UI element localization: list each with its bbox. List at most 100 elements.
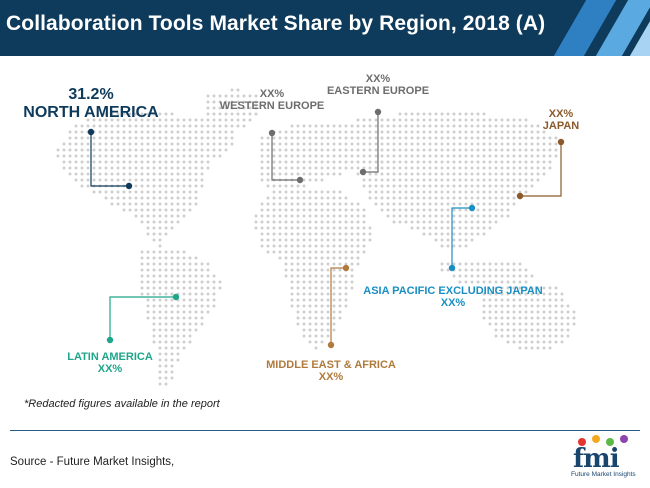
map-dot (116, 160, 120, 164)
map-dot (410, 154, 414, 158)
map-dot (368, 160, 372, 164)
map-dot (518, 322, 522, 326)
map-dot (506, 298, 510, 302)
map-dot (212, 280, 216, 284)
map-dot (416, 142, 420, 146)
map-dot (500, 124, 504, 128)
map-dot (530, 340, 534, 344)
map-dot (314, 310, 318, 314)
map-dot (224, 124, 228, 128)
map-dot (158, 166, 162, 170)
map-dot (146, 292, 150, 296)
map-dot (110, 166, 114, 170)
map-dot (116, 142, 120, 146)
map-dot (320, 316, 324, 320)
map-dot (464, 268, 468, 272)
map-dot (392, 118, 396, 122)
map-dot (200, 298, 204, 302)
map-dot (488, 310, 492, 314)
map-dot (524, 274, 528, 278)
map-dot (182, 346, 186, 350)
map-dot (506, 118, 510, 122)
map-dot (542, 148, 546, 152)
map-dot (332, 166, 336, 170)
map-dot (116, 202, 120, 206)
map-dot (524, 328, 528, 332)
map-dot (464, 148, 468, 152)
map-dot (458, 196, 462, 200)
map-dot (248, 112, 252, 116)
map-dot (140, 262, 144, 266)
map-dot (290, 256, 294, 260)
map-dot (350, 238, 354, 242)
map-dot (434, 196, 438, 200)
map-dot (374, 166, 378, 170)
region-name: ASIA PACIFIC EXCLUDING JAPAN (363, 285, 543, 297)
map-dot (572, 322, 576, 326)
map-dot (368, 130, 372, 134)
map-dot (182, 202, 186, 206)
map-dot (440, 214, 444, 218)
map-dot (140, 112, 144, 116)
region-name: JAPAN (542, 120, 580, 132)
map-dot (158, 322, 162, 326)
map-dot (536, 142, 540, 146)
map-dot (380, 118, 384, 122)
map-dot (512, 292, 516, 296)
map-dot (518, 154, 522, 158)
map-dot (164, 166, 168, 170)
map-dot (344, 202, 348, 206)
map-dot (188, 328, 192, 332)
map-dot (290, 148, 294, 152)
map-dot (500, 322, 504, 326)
map-dot (452, 184, 456, 188)
map-dot (158, 154, 162, 158)
map-dot (434, 190, 438, 194)
map-dot (158, 118, 162, 122)
map-dot (200, 292, 204, 296)
map-dot (134, 166, 138, 170)
map-dot (314, 256, 318, 260)
map-dot (530, 160, 534, 164)
map-dot (374, 136, 378, 140)
map-dot (134, 214, 138, 218)
map-dot (434, 154, 438, 158)
map-dot (482, 184, 486, 188)
map-dot (518, 262, 522, 266)
map-dot (242, 94, 246, 98)
map-dot (530, 148, 534, 152)
map-dot (326, 130, 330, 134)
map-dot (134, 136, 138, 140)
map-dot (92, 172, 96, 176)
map-dot (122, 166, 126, 170)
map-dot (320, 262, 324, 266)
map-dot (188, 136, 192, 140)
map-dot (314, 232, 318, 236)
map-dot (470, 130, 474, 134)
map-dot (206, 292, 210, 296)
map-dot (74, 136, 78, 140)
map-dot (266, 178, 270, 182)
map-dot (224, 142, 228, 146)
map-dot (194, 124, 198, 128)
map-dot (398, 166, 402, 170)
map-dot (158, 376, 162, 380)
map-dots (56, 88, 576, 386)
map-dot (398, 214, 402, 218)
map-dot (326, 166, 330, 170)
map-dot (476, 124, 480, 128)
map-dot (152, 172, 156, 176)
map-dot (416, 172, 420, 176)
map-dot (284, 274, 288, 278)
map-dot (506, 316, 510, 320)
map-dot (470, 142, 474, 146)
map-dot (524, 346, 528, 350)
map-dot (422, 118, 426, 122)
map-dot (494, 178, 498, 182)
map-dot (512, 202, 516, 206)
map-dot (434, 172, 438, 176)
map-dot (170, 136, 174, 140)
map-dot (356, 160, 360, 164)
map-dot (512, 130, 516, 134)
map-dot (494, 136, 498, 140)
